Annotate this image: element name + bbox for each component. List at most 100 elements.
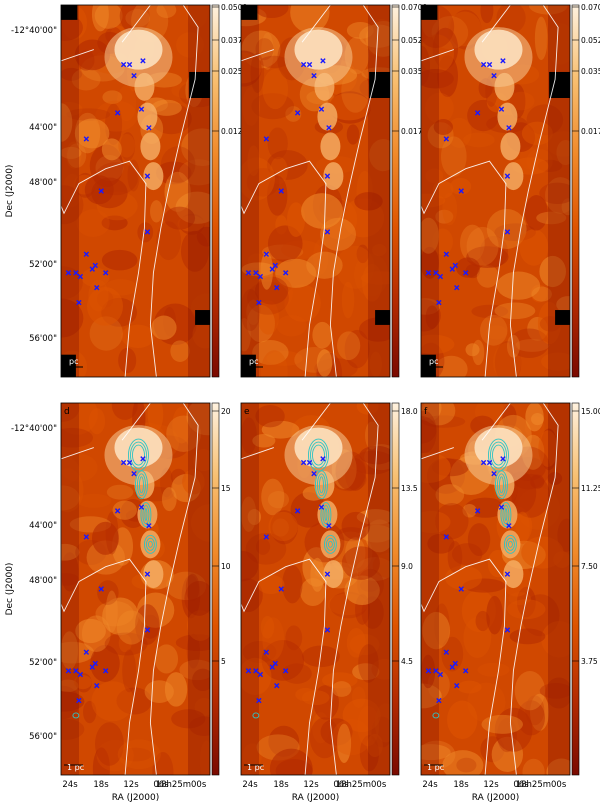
map-blob <box>421 69 454 89</box>
source-marker <box>437 273 444 280</box>
colorbar-tick-label: 3.75 <box>581 657 598 666</box>
source-marker <box>83 251 90 257</box>
source-marker <box>138 106 145 112</box>
map-blob <box>190 504 210 542</box>
map-blob <box>90 644 120 682</box>
map-blob <box>164 171 191 212</box>
source-marker <box>443 251 450 257</box>
dec-tick-label: 56'00" <box>29 334 57 344</box>
source-marker <box>498 106 505 112</box>
map-blob <box>262 68 289 110</box>
map-blob <box>435 209 454 224</box>
filament <box>464 27 533 191</box>
map-blob <box>105 590 118 633</box>
map-blob <box>341 546 380 580</box>
cloud-contour <box>421 5 559 377</box>
cloud-contour <box>61 5 199 377</box>
map-blob <box>316 349 333 377</box>
ra-tick-label: 24s <box>62 780 78 790</box>
colorbar-tick-label: 11.25 <box>581 484 600 493</box>
source-marker <box>256 299 262 306</box>
source-marker <box>94 683 100 689</box>
contour-line <box>132 444 145 466</box>
map-blob <box>61 298 84 338</box>
map-blob <box>331 681 352 697</box>
map-blob <box>434 603 450 646</box>
map-blob <box>61 718 85 740</box>
map-blob <box>290 492 327 528</box>
map-blob <box>433 118 453 135</box>
masked-region <box>61 5 78 20</box>
map-blob <box>506 334 520 358</box>
colorbar-frame <box>211 402 220 776</box>
map-blob <box>366 733 383 758</box>
map-blob <box>241 289 261 332</box>
map-blob <box>61 641 95 664</box>
colorbar-tick-label: 9.0 <box>401 562 413 571</box>
map-blob <box>152 751 174 775</box>
map-blob <box>451 543 483 566</box>
source-marker <box>83 534 90 540</box>
source-marker <box>326 523 332 529</box>
filament-clump <box>323 560 344 589</box>
map-blob <box>261 32 274 70</box>
map-blob <box>116 85 137 122</box>
map-blob <box>242 743 262 769</box>
source-marker <box>474 110 481 116</box>
map-blob <box>250 52 265 94</box>
map-blob <box>322 672 358 689</box>
panel-4: 1 pc e 18.0 13.5 9.0 4.5 24s 18s 12s 06s18h25m00s… <box>240 402 418 803</box>
map-blob <box>466 226 499 266</box>
map-blob <box>511 473 551 518</box>
map-blob <box>556 139 570 166</box>
map-image <box>61 403 210 775</box>
source-marker <box>300 61 307 68</box>
source-marker <box>425 270 432 276</box>
panel-3: 1 pc d 20 15 10 5 -12°40'00" 44'00" 48'00" 52'00"… <box>5 402 231 803</box>
source-marker <box>114 508 121 514</box>
map-blob <box>260 615 275 639</box>
map-blob <box>171 709 206 729</box>
panel-frame <box>420 4 571 378</box>
map-blob <box>95 100 138 132</box>
cloud-contour <box>241 403 379 775</box>
map-blob <box>189 716 210 736</box>
map-blob <box>118 634 132 653</box>
map-blob <box>257 300 279 335</box>
map-blob <box>275 258 317 288</box>
source-marker <box>89 266 95 272</box>
cloud-contour <box>421 403 559 775</box>
contour-line <box>504 508 508 522</box>
edge-shade-left <box>241 403 259 775</box>
map-blob <box>546 22 570 65</box>
map-blob <box>557 518 570 552</box>
ra-tick-label: 24s <box>242 780 258 790</box>
map-blob <box>335 245 375 289</box>
map-blob <box>435 502 469 540</box>
map-blob <box>262 617 285 661</box>
map-blob <box>257 574 285 595</box>
panel-5: 1 pc f 15.00 11.25 7.50 3.75 24s 18s 12s 06s18h25… <box>420 402 600 803</box>
map-blob <box>61 403 98 435</box>
colorbar <box>212 5 219 377</box>
map-blob <box>247 508 262 525</box>
map-blob <box>285 625 303 651</box>
map-blob <box>61 103 73 142</box>
dec-tick-label: 56'00" <box>29 732 57 742</box>
source-marker <box>436 697 442 704</box>
map-blob <box>354 192 383 211</box>
core-glow <box>284 27 353 88</box>
scalebar-label: pc <box>429 357 438 366</box>
map-blob <box>546 131 570 157</box>
ra-tick-label: 12s <box>303 780 319 790</box>
masked-region <box>549 71 570 98</box>
map-blob <box>471 304 509 319</box>
source-marker <box>506 523 512 529</box>
colorbar-frame <box>391 4 400 378</box>
map-blob <box>150 200 163 223</box>
map-blob <box>151 99 182 116</box>
map-blob <box>242 641 277 663</box>
filament-clump <box>503 560 524 589</box>
colorbar-frame <box>391 402 400 776</box>
panel-letter: d <box>64 407 70 417</box>
